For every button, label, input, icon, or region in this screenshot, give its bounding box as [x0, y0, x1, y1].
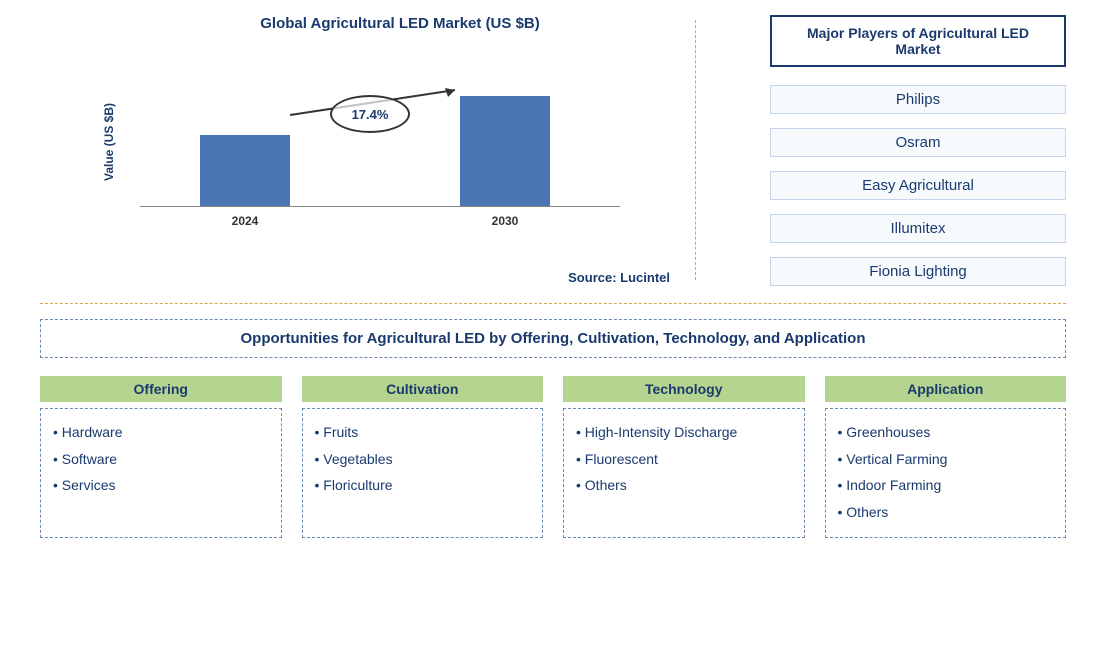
category-item: Others — [838, 499, 1054, 526]
category-item: Software — [53, 446, 269, 473]
category-item: Floriculture — [315, 472, 531, 499]
category-offering: Offering Hardware Software Services — [40, 376, 282, 538]
y-axis-label: Value (US $B) — [102, 103, 116, 181]
category-item: Greenhouses — [838, 419, 1054, 446]
category-item: Services — [53, 472, 269, 499]
category-item: Hardware — [53, 419, 269, 446]
horizontal-divider — [40, 303, 1066, 304]
top-section: Global Agricultural LED Market (US $B) V… — [40, 15, 1066, 295]
source-label: Source: Lucintel — [568, 270, 670, 285]
category-header: Offering — [40, 376, 282, 402]
category-header: Cultivation — [302, 376, 544, 402]
players-title: Major Players of Agricultural LED Market — [770, 15, 1066, 67]
category-item: Vegetables — [315, 446, 531, 473]
category-items: Greenhouses Vertical Farming Indoor Farm… — [825, 408, 1067, 538]
category-application: Application Greenhouses Vertical Farming… — [825, 376, 1067, 538]
opportunities-title: Opportunities for Agricultural LED by Of… — [40, 319, 1066, 358]
chart-container: Value (US $B) 2024 2030 17.4% — [140, 52, 620, 232]
category-items: High-Intensity Discharge Fluorescent Oth… — [563, 408, 805, 538]
category-item: High-Intensity Discharge — [576, 419, 792, 446]
category-items: Hardware Software Services — [40, 408, 282, 538]
category-items: Fruits Vegetables Floriculture — [302, 408, 544, 538]
category-item: Fruits — [315, 419, 531, 446]
player-item: Fionia Lighting — [770, 257, 1066, 286]
player-item: Illumitex — [770, 214, 1066, 243]
player-item: Philips — [770, 85, 1066, 114]
bar-2024 — [200, 135, 290, 206]
categories-row: Offering Hardware Software Services Cult… — [40, 376, 1066, 538]
category-item: Indoor Farming — [838, 472, 1054, 499]
chart-area: Global Agricultural LED Market (US $B) V… — [40, 15, 700, 295]
players-panel: Major Players of Agricultural LED Market… — [700, 15, 1066, 295]
category-technology: Technology High-Intensity Discharge Fluo… — [563, 376, 805, 538]
bar-label-2024: 2024 — [200, 214, 290, 228]
category-header: Application — [825, 376, 1067, 402]
category-header: Technology — [563, 376, 805, 402]
player-item: Easy Agricultural — [770, 171, 1066, 200]
category-item: Fluorescent — [576, 446, 792, 473]
player-item: Osram — [770, 128, 1066, 157]
chart-plot: 2024 2030 17.4% — [140, 77, 620, 207]
vertical-divider — [695, 20, 696, 280]
category-cultivation: Cultivation Fruits Vegetables Floricultu… — [302, 376, 544, 538]
category-item: Vertical Farming — [838, 446, 1054, 473]
bar-label-2030: 2030 — [460, 214, 550, 228]
bar-2030 — [460, 96, 550, 206]
chart-title: Global Agricultural LED Market (US $B) — [100, 15, 700, 32]
growth-rate-label: 17.4% — [330, 95, 410, 133]
category-item: Others — [576, 472, 792, 499]
